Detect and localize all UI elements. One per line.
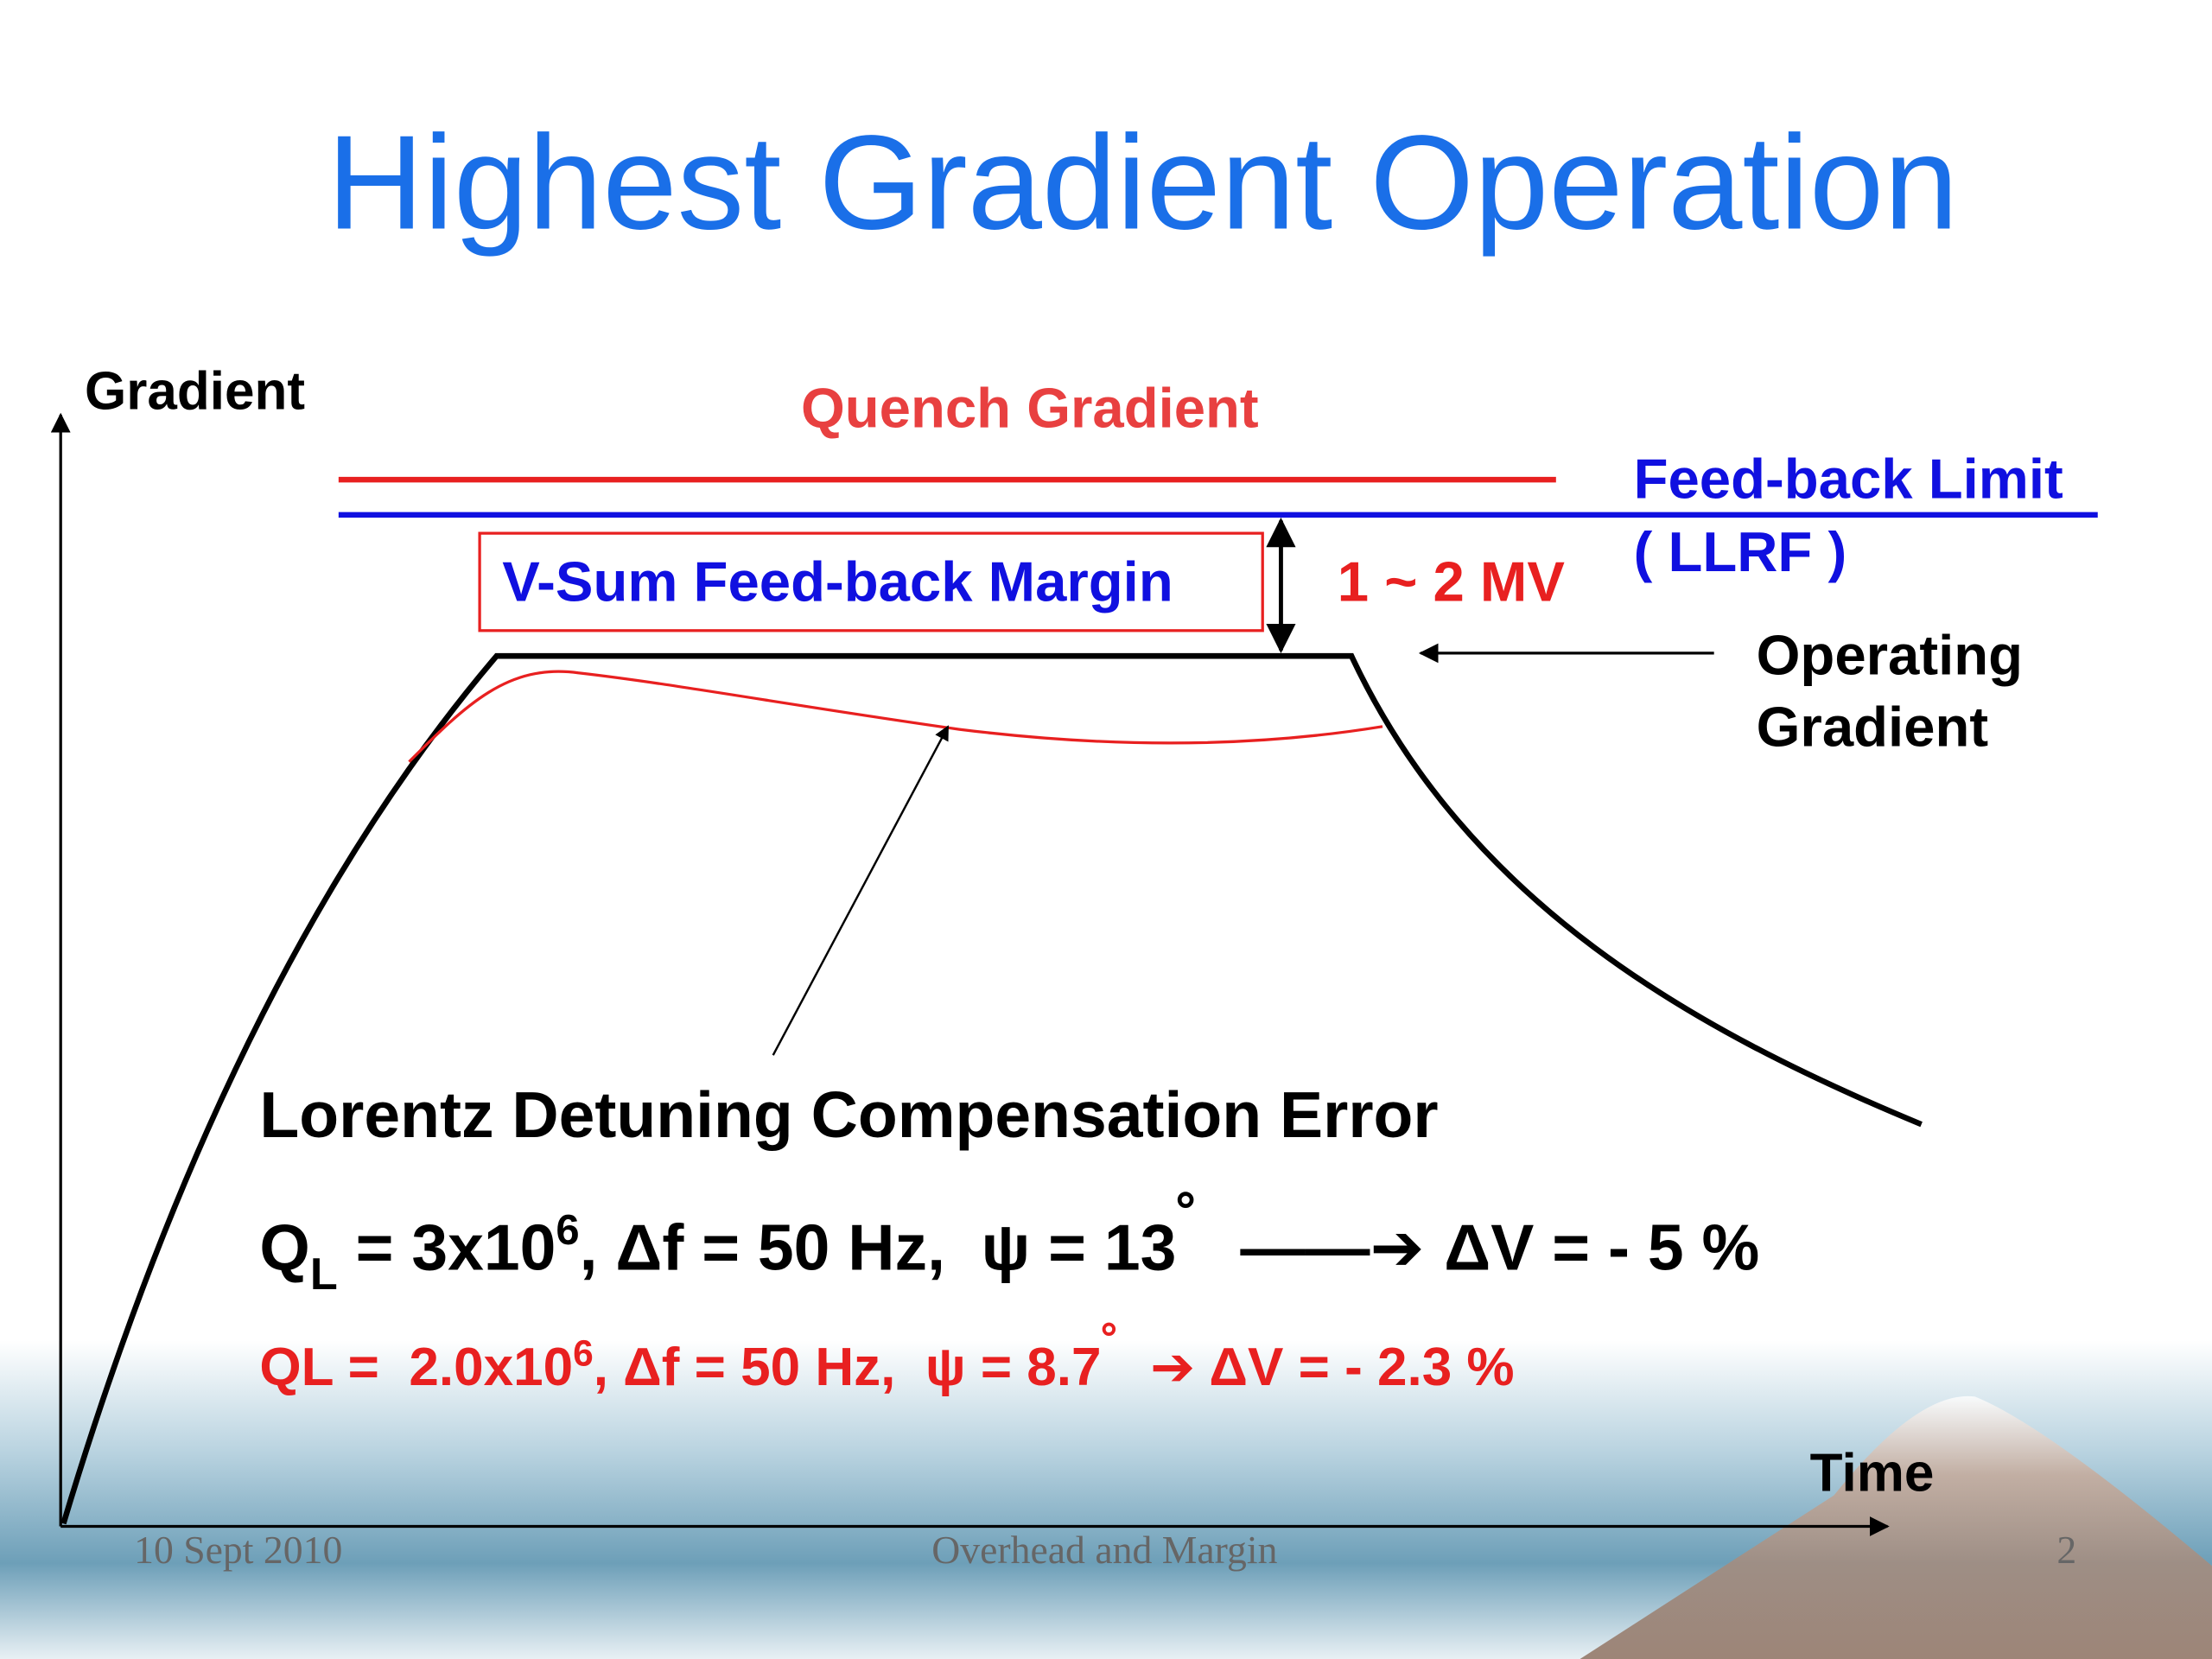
footer-page: 2	[2056, 1528, 2076, 1572]
formula-arrow: ——➔	[1240, 1211, 1424, 1283]
formula-sup: ˚	[1102, 1318, 1120, 1377]
formula-sup: 6	[573, 1332, 594, 1373]
operating-label: Gradient	[1757, 696, 1989, 759]
formula-arrow: ➔	[1150, 1338, 1195, 1397]
x-axis-label: Time	[1810, 1444, 1935, 1503]
formula-part: ΔV = - 2.3 %	[1209, 1338, 1514, 1397]
formula-part: , Δf = 50 Hz, ψ = 8.7	[594, 1338, 1102, 1397]
formula: QL = 2.0x106, Δf = 50 Hz, ψ = 8.7˚ ➔ ΔV = …	[259, 1318, 1514, 1397]
formula-sup: ˚	[1176, 1185, 1198, 1258]
formula-part: QL = 2.0x10	[259, 1338, 573, 1397]
formula-sub: L	[310, 1249, 338, 1300]
formula: QL = 3x106, Δf = 50 Hz, ψ = 13˚ ——➔ ΔV = -…	[259, 1185, 1759, 1300]
llrf-label: ( LLRF )	[1634, 520, 1847, 583]
formula-part: Q	[259, 1211, 309, 1283]
title: Highest Gradient Operation	[327, 107, 1958, 257]
detuned-curve	[408, 670, 1383, 763]
operating-label: Operating	[1757, 623, 2023, 686]
lorentz-arrow	[772, 725, 950, 1056]
quench-label: Quench Gradient	[801, 377, 1259, 440]
margin-box	[478, 531, 1264, 632]
formula-sup: 6	[556, 1207, 579, 1254]
footer-date: 10 Sept 2010	[134, 1528, 342, 1572]
formula-part: , Δf = 50 Hz, ψ = 13	[580, 1211, 1177, 1283]
feedback-label: Feed-back Limit	[1634, 447, 2063, 510]
margin-label: V-Sum Feed-back Margin	[502, 550, 1173, 613]
formula-part: = 3x10	[338, 1211, 556, 1283]
mountain	[1580, 1395, 2212, 1659]
formula-part: ΔV = - 5 %	[1444, 1211, 1759, 1283]
gradient-curve	[60, 652, 1923, 1525]
margin-value: 1 ~ 2 MV	[1338, 550, 1566, 613]
y-axis-label: Gradient	[85, 361, 305, 421]
footer-topic: Overhead and Margin	[931, 1528, 1277, 1572]
lorentz-label: Lorentz Detuning Compensation Error	[259, 1078, 1438, 1151]
